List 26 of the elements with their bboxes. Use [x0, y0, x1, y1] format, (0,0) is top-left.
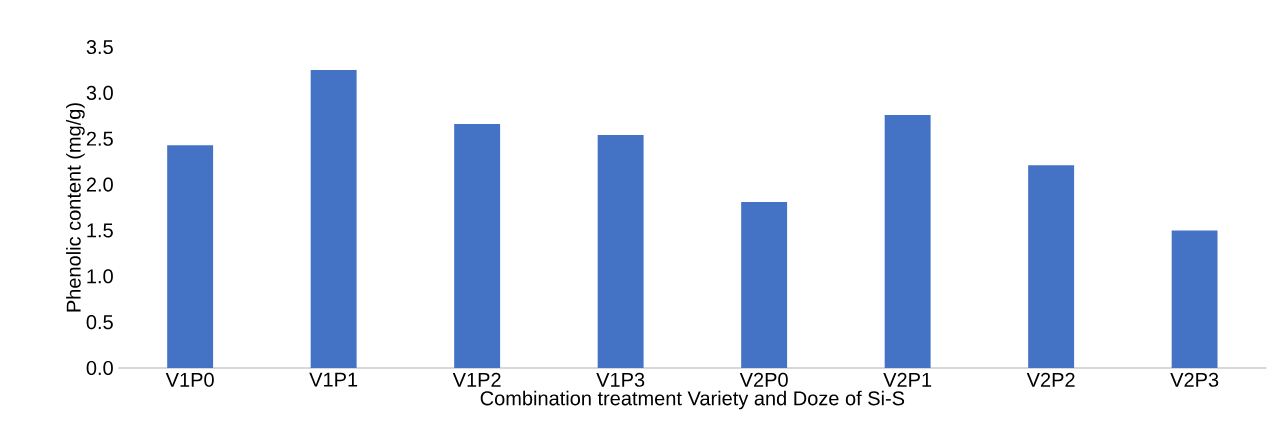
bar [167, 144, 214, 368]
x-tick-label: V2P3 [1170, 372, 1219, 387]
x-tick-label: V1P2 [452, 372, 501, 387]
y-tick-label: 2.5 [86, 131, 113, 146]
x-tick-label: V2P1 [883, 372, 932, 387]
y-tick-label: 2.0 [86, 177, 113, 192]
bar [454, 123, 501, 368]
bar [1028, 165, 1075, 368]
bar [310, 69, 357, 368]
x-tick-label: V2P2 [1026, 372, 1075, 387]
bar [1171, 230, 1218, 368]
y-tick-label: 1.0 [87, 269, 113, 284]
bar [884, 114, 931, 368]
x-tick-label: V1P1 [309, 372, 358, 387]
x-tick-label: V1P3 [596, 372, 645, 387]
y-tick-label: 0.0 [86, 360, 113, 375]
bar [741, 201, 788, 368]
x-tick-label: V2P0 [739, 372, 788, 387]
x-axis-title: Combination treatment Variety and Doze of Si-S [480, 390, 905, 410]
y-tick-label: 1.5 [87, 223, 113, 238]
y-tick-label: 0.5 [86, 314, 113, 330]
bar [597, 134, 644, 368]
y-tick-label: 3.5 [86, 39, 113, 54]
x-tick-label: V1P0 [165, 372, 214, 387]
y-axis-title: Phenolic content (mg/g) [66, 103, 85, 312]
y-tick-label: 3.0 [86, 85, 113, 100]
